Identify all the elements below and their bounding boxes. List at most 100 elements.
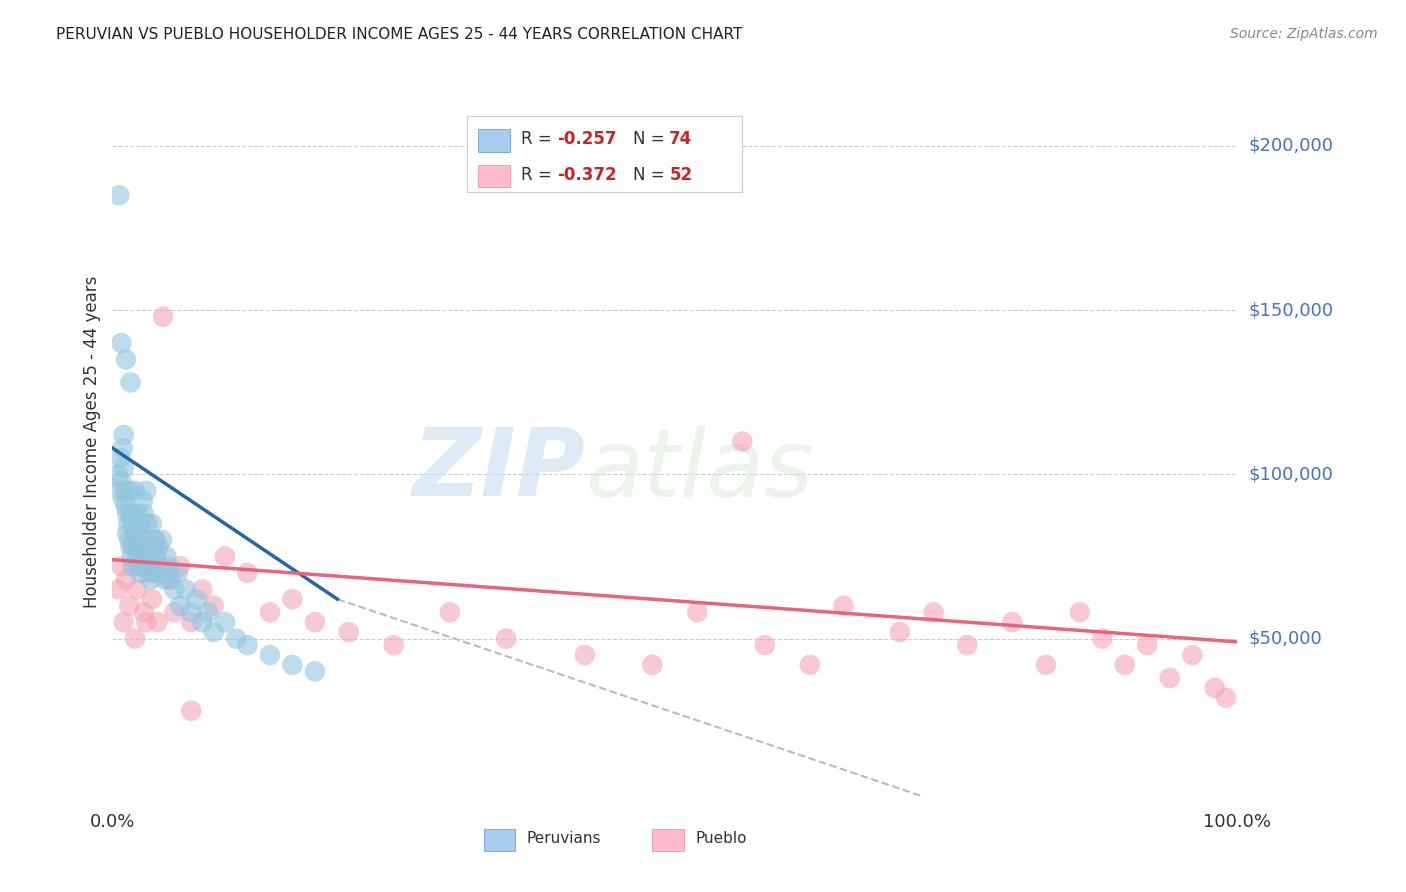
Point xyxy=(132,559,155,574)
Point xyxy=(121,549,143,564)
Point xyxy=(138,566,160,580)
Point xyxy=(1136,638,1159,652)
Point xyxy=(118,533,141,547)
Point xyxy=(124,540,146,554)
Point xyxy=(118,483,141,498)
Point xyxy=(136,516,159,531)
Y-axis label: Householder Income Ages 25 - 44 years: Householder Income Ages 25 - 44 years xyxy=(83,276,101,607)
Point xyxy=(139,573,162,587)
Point xyxy=(131,540,153,554)
Point xyxy=(186,592,208,607)
Point xyxy=(138,540,160,554)
Point xyxy=(115,352,138,367)
Point xyxy=(135,483,157,498)
Text: Peruvians: Peruvians xyxy=(526,831,600,847)
Point xyxy=(574,648,596,662)
Point xyxy=(142,566,165,580)
Point xyxy=(1091,632,1114,646)
Point xyxy=(1159,671,1181,685)
Text: ZIP: ZIP xyxy=(412,425,585,516)
Point xyxy=(107,582,129,597)
Point xyxy=(127,549,149,564)
Point xyxy=(1114,657,1136,672)
Point xyxy=(127,582,149,597)
Point xyxy=(112,460,135,475)
Point xyxy=(259,648,281,662)
Text: N =: N = xyxy=(633,166,671,184)
Point xyxy=(214,615,236,630)
Point xyxy=(150,533,173,547)
Point xyxy=(146,566,169,580)
Point xyxy=(124,632,146,646)
Point xyxy=(1204,681,1226,695)
Point xyxy=(1215,690,1237,705)
Point xyxy=(145,549,167,564)
Text: -0.257: -0.257 xyxy=(557,130,616,148)
Point xyxy=(124,483,146,498)
Point xyxy=(155,549,177,564)
Point xyxy=(1035,657,1057,672)
Point xyxy=(115,573,138,587)
Point xyxy=(259,605,281,619)
Point xyxy=(143,533,166,547)
Point xyxy=(157,559,180,574)
Bar xyxy=(484,829,515,851)
Point xyxy=(120,540,142,554)
Point xyxy=(132,605,155,619)
Point xyxy=(138,559,160,574)
Text: PERUVIAN VS PUEBLO HOUSEHOLDER INCOME AGES 25 - 44 YEARS CORRELATION CHART: PERUVIAN VS PUEBLO HOUSEHOLDER INCOME AG… xyxy=(56,27,742,42)
Point xyxy=(166,566,188,580)
Point xyxy=(191,615,214,630)
Point xyxy=(110,474,132,488)
Point xyxy=(122,533,145,547)
Point xyxy=(889,625,911,640)
Text: Source: ZipAtlas.com: Source: ZipAtlas.com xyxy=(1230,27,1378,41)
Point xyxy=(180,615,202,630)
Point xyxy=(281,657,304,672)
FancyBboxPatch shape xyxy=(467,117,742,193)
Point xyxy=(143,533,166,547)
Point xyxy=(304,615,326,630)
Point xyxy=(129,516,152,531)
Point xyxy=(135,533,157,547)
Point xyxy=(107,467,129,482)
Point xyxy=(141,549,163,564)
Point xyxy=(281,592,304,607)
Point xyxy=(121,559,143,574)
Point xyxy=(127,559,149,574)
Point xyxy=(686,605,709,619)
Text: R =: R = xyxy=(520,166,557,184)
Point xyxy=(169,559,191,574)
Point xyxy=(120,507,142,521)
Text: atlas: atlas xyxy=(585,425,813,516)
Point xyxy=(160,573,183,587)
Point xyxy=(129,559,152,574)
Point xyxy=(754,638,776,652)
Point xyxy=(121,540,143,554)
Point xyxy=(115,526,138,541)
Point xyxy=(148,540,170,554)
Text: $150,000: $150,000 xyxy=(1249,301,1333,319)
Point xyxy=(134,549,156,564)
Point xyxy=(1069,605,1091,619)
Text: -0.372: -0.372 xyxy=(557,166,616,184)
Point xyxy=(1001,615,1024,630)
Text: $50,000: $50,000 xyxy=(1249,630,1322,648)
Point xyxy=(112,493,135,508)
Text: R =: R = xyxy=(520,130,557,148)
Point xyxy=(225,632,247,646)
Point xyxy=(118,599,141,613)
Point xyxy=(214,549,236,564)
Text: $200,000: $200,000 xyxy=(1249,137,1333,155)
Point xyxy=(125,526,148,541)
Point xyxy=(304,665,326,679)
Point xyxy=(132,507,155,521)
Text: N =: N = xyxy=(633,130,671,148)
Point xyxy=(127,507,149,521)
Point xyxy=(169,599,191,613)
Point xyxy=(382,638,405,652)
Point xyxy=(163,605,186,619)
Point xyxy=(152,310,174,324)
Bar xyxy=(652,829,683,851)
Bar xyxy=(478,129,509,152)
